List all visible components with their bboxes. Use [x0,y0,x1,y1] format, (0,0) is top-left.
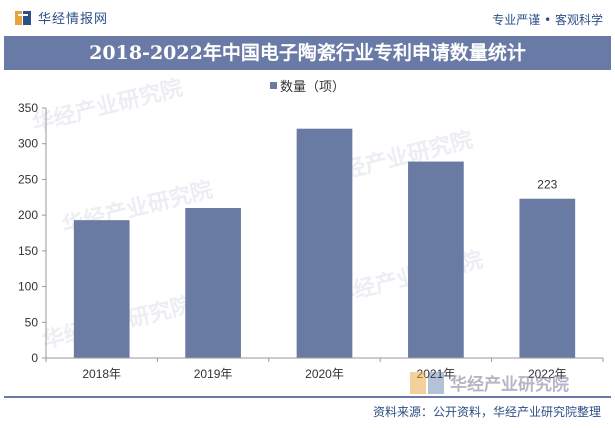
legend-label: 数量（项） [279,80,345,95]
y-tick-label: 150 [18,244,38,258]
bottom-rule [4,396,611,398]
y-tick-label: 250 [18,172,38,186]
source-note: 资料来源：公开资料，华经产业研究院整理 [372,405,601,419]
watermark-stamp: 华经产业研究院 [410,370,569,395]
stamp-text: 华经产业研究院 [450,375,569,395]
brand-logo-icon [14,9,32,27]
tagline: 专业严谨 • 客观科学 [492,13,603,27]
legend: 数量（项） [0,76,615,95]
x-axis: 2018年 2019年 2020年 2021年 2022年 [45,357,604,381]
title-band [4,36,611,70]
y-tick-label: 50 [25,315,39,329]
bar [519,198,576,358]
legend-swatch [269,82,277,89]
bar [73,220,130,358]
brand: 华经情报网 [14,8,108,27]
x-tick-label: 2020年 [305,367,344,381]
y-tick-label: 350 [18,101,38,115]
x-tick-label: 2019年 [194,367,233,381]
x-tick-label: 2018年 [82,367,121,381]
y-tick-label: 200 [18,208,38,222]
bar [408,161,464,358]
y-tick-label: 300 [18,137,38,151]
x-tick-label: 2021年 [417,367,456,381]
bar [185,208,241,358]
data-labels: 223 [537,178,557,192]
y-axis: 0 50 100 150 200 250 300 350 [18,101,47,365]
bars [73,128,576,358]
y-tick-label: 0 [31,351,38,365]
stamp-logo-left [410,371,426,394]
brand-name: 华经情报网 [38,12,109,27]
x-tick-label: 2022年 [528,367,567,381]
top-bar: 华经情报网 专业严谨 • 客观科学 [0,0,615,32]
y-tick-label: 100 [18,280,38,294]
bar [296,128,353,358]
chart-title: 2018-2022年中国电子陶瓷行业专利申请数量统计 [89,42,526,64]
stamp-logo-right [428,371,444,394]
data-label: 223 [537,178,557,192]
